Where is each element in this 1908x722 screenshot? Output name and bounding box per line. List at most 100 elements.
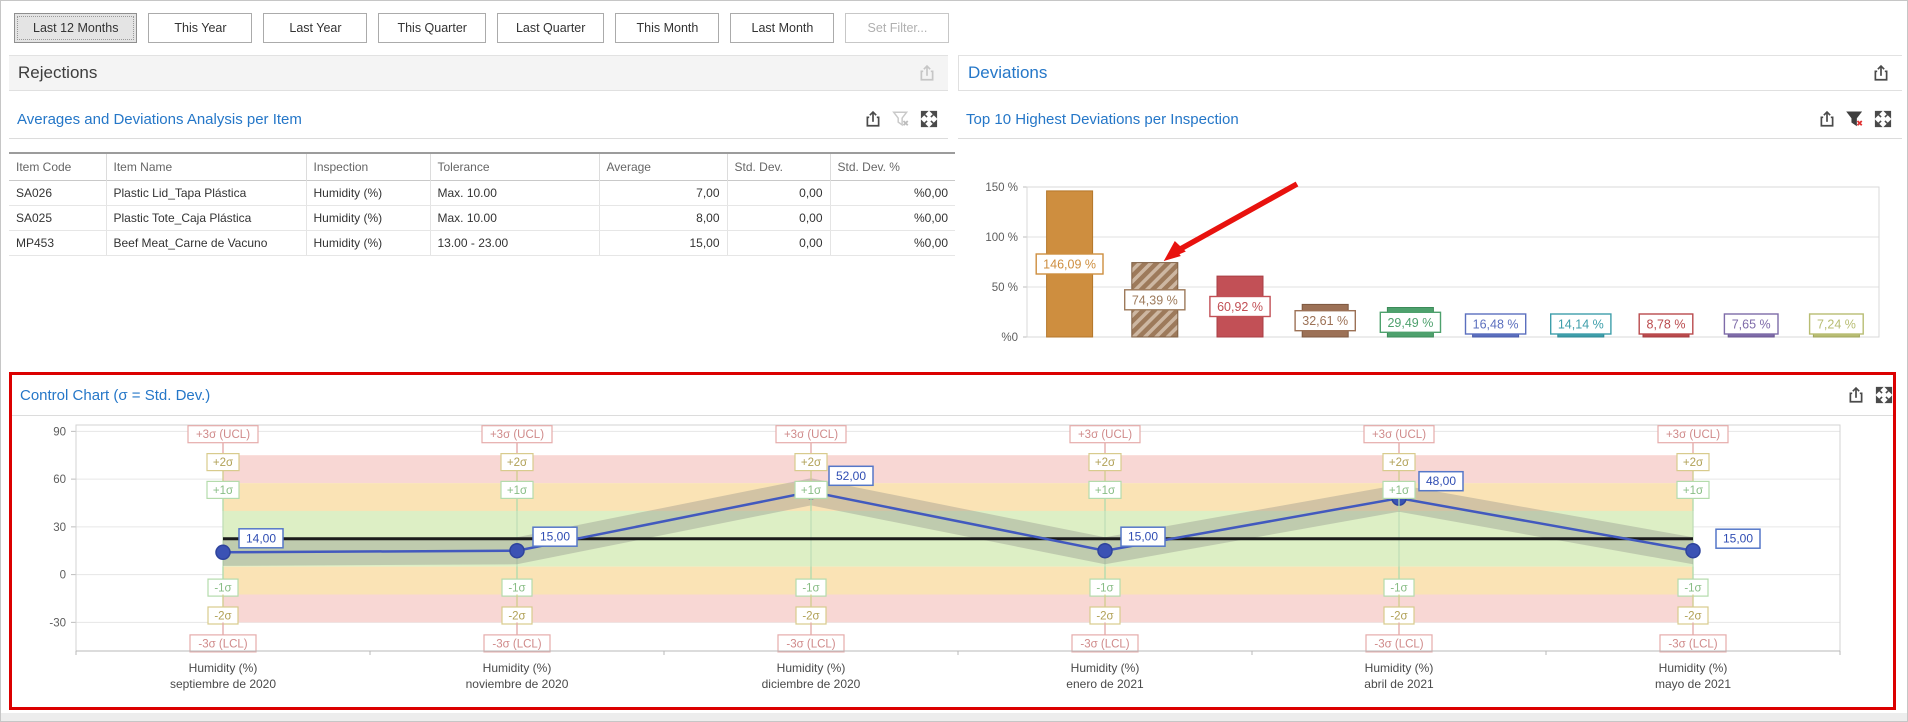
svg-text:+2σ: +2σ [1683,457,1703,469]
filter-button-set-filter[interactable]: Set Filter... [845,13,950,43]
svg-text:15,00: 15,00 [1723,532,1753,546]
averages-section-header: Averages and Deviations Analysis per Ite… [9,100,948,139]
svg-text:74,39 %: 74,39 % [1132,293,1178,307]
export-icon[interactable] [1847,386,1865,404]
svg-text:-1σ: -1σ [1096,583,1113,595]
sigma-label: +2σ [1676,452,1710,472]
control-section-header: Control Chart (σ = Std. Dev.) [12,375,1893,416]
data-point[interactable] [215,544,231,561]
sigma-label: +1σ [1382,480,1416,500]
sigma-label: +2σ [1088,452,1122,472]
filter-button-this-quarter[interactable]: This Quarter [378,13,486,43]
filter-button-last-month[interactable]: Last Month [730,13,835,43]
top10-deviations-chart[interactable]: 150 % 100 % 50 % %0 146,09 % 74,39 % 60,92 … [959,147,1901,366]
table-row[interactable]: SA026 Plastic Lid_Tapa Plástica Humidity (… [9,180,955,206]
svg-text:16,48 %: 16,48 % [1473,318,1519,332]
svg-text:32,61 %: 32,61 % [1302,314,1348,328]
export-icon[interactable] [864,110,882,128]
svg-text:7,65 %: 7,65 % [1732,318,1771,332]
cell: 15,00 [599,230,728,256]
column-header-item-code[interactable]: Item Code [9,153,107,181]
sigma-label: +1σ [794,480,828,500]
category-label: Humidity (%) [1365,661,1434,675]
clear-filter-icon[interactable] [1846,110,1864,128]
svg-text:diciembre de 2020: diciembre de 2020 [762,677,861,691]
cell: 0,00 [727,230,831,256]
bar-value-label: 16,48 % [1464,313,1527,335]
svg-text:14,00: 14,00 [246,531,276,545]
cell: MP453 [9,230,107,256]
sigma-label: +1σ [1676,480,1710,500]
filter-button-last-quarter[interactable]: Last Quarter [496,13,605,43]
column-header-item-name[interactable]: Item Name [106,153,307,181]
sigma-label: +2σ [1382,452,1416,472]
svg-text:+1σ: +1σ [801,485,821,497]
data-point[interactable] [1685,542,1701,559]
top10-section-header: Top 10 Highest Deviations per Inspection [958,100,1902,139]
cell: 8,00 [599,205,728,231]
svg-text:15,00: 15,00 [540,530,570,544]
sigma-label: -2σ [1089,606,1121,625]
category-label: Humidity (%) [777,661,846,675]
maximize-icon[interactable] [1875,386,1893,404]
data-point[interactable] [509,542,525,559]
column-header-average[interactable]: Average [599,153,728,181]
svg-text:-3σ (LCL): -3σ (LCL) [198,638,247,650]
maximize-icon[interactable] [920,110,938,128]
column-header-std-dev[interactable]: Std. Dev. % [837,160,900,174]
table-header: Item Code Item Name Inspection Tolerance Ave… [9,153,955,181]
sigma-label: -2σ [1383,606,1415,625]
sigma-label: -1σ [795,578,827,597]
svg-text:-2σ: -2σ [1684,611,1701,623]
bar-value-label: 14,14 % [1550,313,1612,335]
cell: %0,00 [830,205,955,231]
column-header-inspection[interactable]: Inspection [306,153,431,181]
filter-button-last-year[interactable]: Last Year [263,13,368,43]
svg-text:+3σ (UCL): +3σ (UCL) [1078,429,1132,441]
rejections-title: Rejections [18,63,98,82]
sigma-label: -2σ [1677,606,1709,625]
sigma-label: -1σ [1383,578,1415,597]
sigma-label: +2σ [206,452,240,472]
sigma-label: -2σ [501,606,533,625]
point-value-label: 15,00 [532,526,578,547]
svg-text:+2σ: +2σ [213,457,233,469]
sigma-label: -3σ (LCL) [483,634,551,653]
sigma-label: -3σ (LCL) [189,634,257,653]
control-chart[interactable]: 90 60 30 0 -30 +3σ (UCL) +2σ +1σ -1σ -2σ -3σ… [18,419,1893,716]
svg-text:-1σ: -1σ [508,583,525,595]
svg-text:-3σ (LCL): -3σ (LCL) [1668,638,1717,650]
sigma-label: +3σ (UCL) [187,425,259,444]
svg-text:noviembre de 2020: noviembre de 2020 [466,677,569,691]
svg-text:-3σ (LCL): -3σ (LCL) [1080,638,1129,650]
category-label: Humidity (%) [189,661,258,675]
filter-button-this-year[interactable]: This Year [148,13,253,43]
column-header-tolerance[interactable]: Tolerance [430,153,600,181]
sigma-label: -2σ [795,606,827,625]
svg-text:-2σ: -2σ [1390,611,1407,623]
sigma-label: +3σ (UCL) [775,425,847,444]
clear-filter-icon[interactable] [892,110,910,128]
filter-button-last-12-months[interactable]: Last 12 Months [14,13,138,43]
category-label: Humidity (%) [1071,661,1140,675]
bar-value-label: 8,78 % [1638,313,1694,335]
filter-button-this-month[interactable]: This Month [615,13,720,43]
export-icon[interactable] [1872,64,1890,82]
sigma-label: +3σ (UCL) [1363,425,1435,444]
data-point[interactable] [1097,542,1113,559]
cell: Humidity (%) [306,230,431,256]
export-icon[interactable] [918,64,936,82]
sigma-label: -3σ (LCL) [1071,634,1139,653]
table-row[interactable]: MP453 Beef Meat_Carne de Vacuno Humidity (… [9,230,955,256]
bar-value-label: 74,39 % [1123,289,1186,311]
cell: Plastic Lid_Tapa Plástica [106,180,307,206]
table-row[interactable]: SA025 Plastic Tote_Caja Plástica Humidity … [9,205,955,231]
svg-text:52,00: 52,00 [836,469,866,483]
maximize-icon[interactable] [1874,110,1892,128]
column-header-std-dev[interactable]: Std. Dev. [727,153,831,181]
svg-text:-1σ: -1σ [802,583,819,595]
export-icon[interactable] [1818,110,1836,128]
svg-text:100 %: 100 % [985,232,1018,244]
sigma-label: -1σ [207,578,239,597]
cell: %0,00 [830,180,955,206]
